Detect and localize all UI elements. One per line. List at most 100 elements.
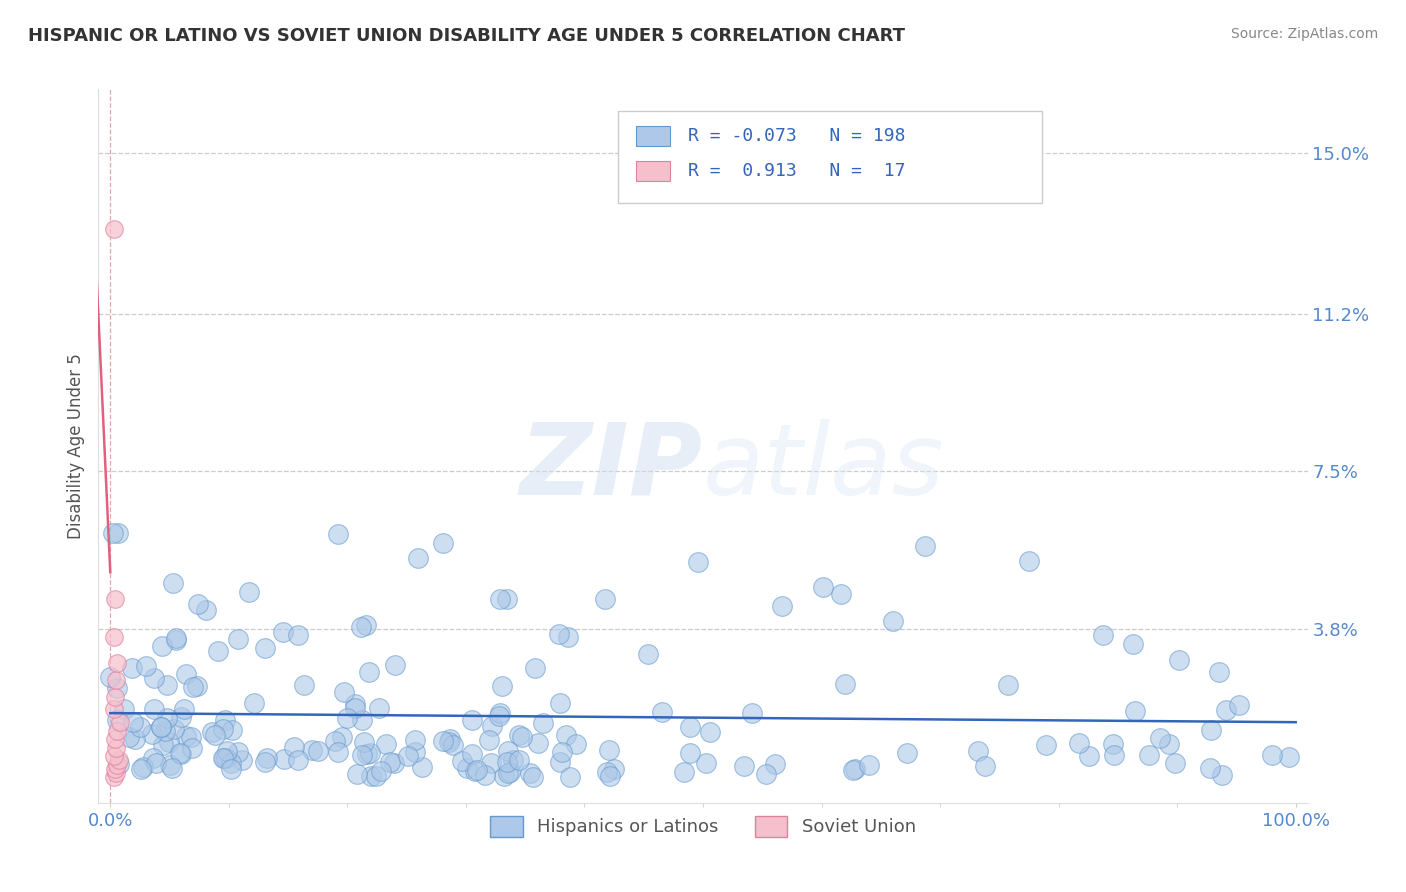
Point: [1123, 705, 1146, 719]
Point: [118, 730, 141, 744]
Point: [350, 748, 373, 763]
Point: [519, 766, 541, 780]
Point: [221, 723, 243, 738]
Text: R = -0.073   N = 198: R = -0.073 N = 198: [689, 127, 905, 145]
Point: [121, 661, 143, 675]
Point: [301, 743, 323, 757]
Point: [834, 677, 856, 691]
Point: [105, 740, 128, 755]
Point: [103, 749, 125, 764]
Point: [287, 628, 309, 642]
Point: [176, 729, 198, 743]
Point: [159, 757, 181, 772]
Point: [104, 762, 127, 776]
Point: [307, 744, 329, 758]
Point: [672, 764, 695, 779]
Point: [679, 746, 702, 760]
Point: [141, 727, 163, 741]
Point: [173, 702, 195, 716]
Legend: Hispanics or Latinos, Soviet Union: Hispanics or Latinos, Soviet Union: [484, 808, 922, 844]
Point: [350, 713, 373, 727]
Point: [207, 644, 229, 658]
Point: [492, 769, 515, 783]
Point: [841, 764, 863, 778]
Point: [356, 747, 378, 761]
Point: [637, 647, 659, 661]
Point: [149, 720, 172, 734]
Point: [404, 745, 426, 759]
Point: [100, 669, 122, 683]
Point: [181, 680, 204, 694]
Point: [153, 723, 176, 738]
Point: [456, 761, 478, 775]
Point: [107, 753, 129, 767]
Point: [404, 733, 426, 747]
Point: [565, 737, 588, 751]
Point: [359, 665, 381, 680]
Y-axis label: Disability Age Under 5: Disability Age Under 5: [66, 353, 84, 539]
Point: [108, 715, 131, 730]
Text: atlas: atlas: [703, 419, 945, 516]
Point: [523, 661, 546, 675]
Point: [360, 770, 382, 784]
Point: [496, 766, 519, 780]
Point: [499, 764, 522, 779]
Point: [550, 746, 572, 760]
Point: [287, 753, 309, 767]
Point: [254, 755, 277, 769]
Point: [104, 591, 127, 606]
Point: [432, 536, 454, 550]
Point: [353, 735, 375, 749]
Point: [165, 632, 187, 646]
Point: [169, 746, 191, 760]
Point: [150, 720, 173, 734]
Point: [219, 763, 242, 777]
Point: [217, 744, 239, 758]
Point: [384, 657, 406, 672]
Point: [678, 720, 700, 734]
Point: [914, 539, 936, 553]
Point: [231, 753, 253, 767]
Point: [103, 222, 125, 236]
Point: [763, 756, 786, 771]
Point: [1215, 703, 1237, 717]
Point: [896, 746, 918, 760]
Point: [489, 706, 512, 721]
Point: [105, 714, 128, 728]
Point: [271, 624, 294, 639]
Point: [510, 730, 533, 744]
Point: [522, 770, 544, 784]
Point: [686, 555, 709, 569]
Point: [336, 711, 359, 725]
Point: [131, 760, 153, 774]
Point: [186, 679, 208, 693]
Point: [437, 735, 460, 749]
Point: [474, 767, 496, 781]
Point: [330, 730, 353, 744]
Point: [107, 526, 129, 541]
Point: [226, 632, 249, 647]
Point: [150, 639, 173, 653]
Point: [105, 673, 128, 687]
Point: [598, 743, 620, 757]
Point: [741, 706, 763, 720]
Point: [135, 658, 157, 673]
Point: [104, 732, 127, 747]
Point: [194, 603, 217, 617]
Point: [481, 719, 503, 733]
Point: [496, 591, 519, 606]
Point: [103, 770, 125, 784]
Point: [1149, 731, 1171, 746]
Point: [997, 678, 1019, 692]
Point: [323, 733, 346, 747]
Point: [129, 762, 152, 776]
Point: [813, 580, 835, 594]
Point: [844, 763, 866, 777]
Point: [366, 768, 388, 782]
Point: [496, 744, 519, 758]
Point: [495, 755, 517, 769]
Point: [882, 614, 904, 628]
Point: [502, 753, 524, 767]
Point: [143, 672, 166, 686]
Point: [1018, 554, 1040, 568]
